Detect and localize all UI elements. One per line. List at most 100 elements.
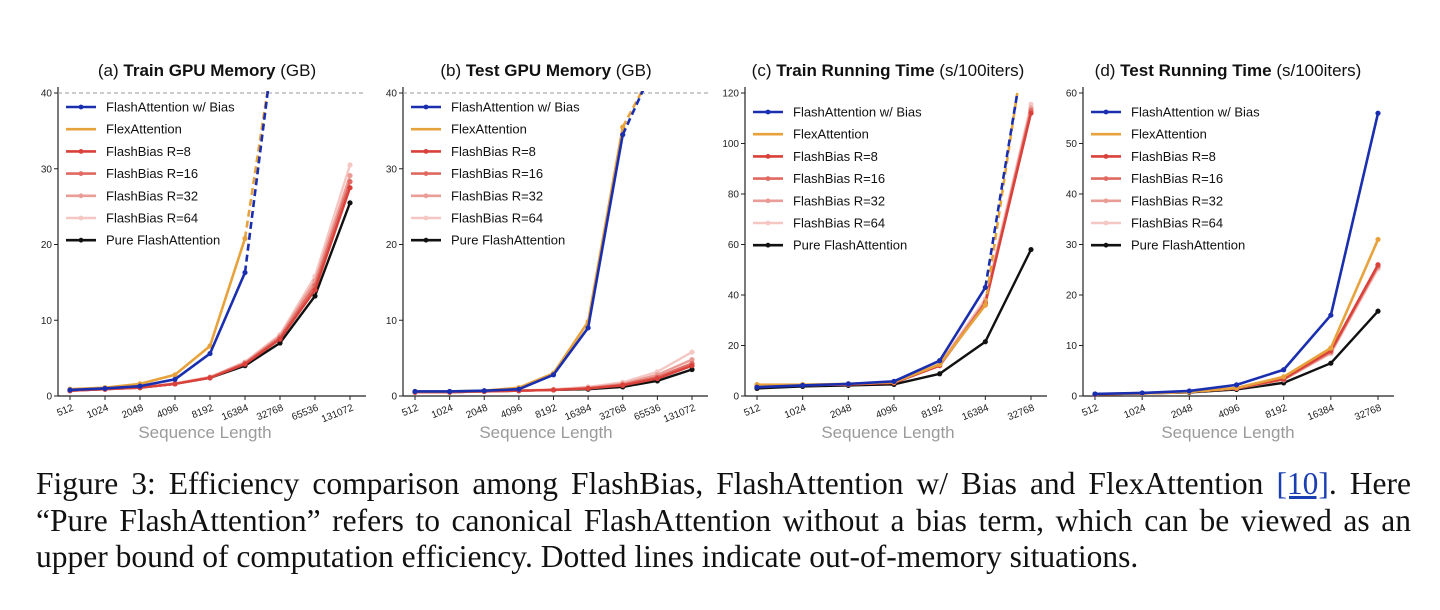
series-point-6 bbox=[347, 162, 353, 168]
legend-label-4: FlashBias R=16 bbox=[451, 166, 543, 181]
series-point-1 bbox=[982, 284, 988, 291]
y-tick-label: 20 bbox=[386, 240, 398, 251]
figure-caption: Figure 3: Efficiency comparison among Fl… bbox=[36, 466, 1411, 576]
x-tick-label: 2048 bbox=[829, 402, 854, 421]
y-tick-label: 10 bbox=[386, 316, 398, 327]
series-line-2 bbox=[757, 304, 987, 386]
x-tick-label: 32768 bbox=[598, 402, 628, 423]
series-point-1 bbox=[754, 384, 760, 390]
legend-marker-5 bbox=[423, 193, 429, 199]
legend-marker-7 bbox=[1103, 242, 1109, 248]
x-tick-label: 16384 bbox=[220, 402, 250, 423]
legend-marker-5 bbox=[765, 198, 771, 204]
chart-panel-4: (d) Test Running Time (s/100iters) 0 10 20 3… bbox=[1066, 61, 1394, 442]
oom-dashed-line-1 bbox=[243, 91, 270, 273]
series-point-3 bbox=[1028, 110, 1034, 116]
series-point-7 bbox=[1328, 360, 1334, 366]
chart-title: (c) Train Running Time (s/100iters) bbox=[752, 61, 1025, 80]
x-tick-label: 4096 bbox=[155, 402, 180, 421]
x-tick-label: 1024 bbox=[783, 402, 808, 421]
legend-marker-6 bbox=[765, 220, 771, 226]
x-tick-label: 8192 bbox=[920, 402, 945, 421]
citation-link[interactable]: [10] bbox=[1276, 466, 1329, 501]
legend-label-5: FlashBias R=32 bbox=[1131, 193, 1223, 208]
series-point-1 bbox=[937, 358, 943, 364]
legend-label-2: FlexAttention bbox=[106, 122, 182, 137]
series-point-4 bbox=[347, 179, 353, 185]
chart-panel-2: (b) Test GPU Memory (GB) 0 10 20 30 40 512 1024… bbox=[386, 61, 708, 442]
legend-label-3: FlashBias R=8 bbox=[793, 149, 878, 164]
series-point-2 bbox=[937, 361, 943, 368]
y-tick-label: 40 bbox=[386, 89, 398, 100]
caption-period: . bbox=[1328, 466, 1337, 501]
y-tick-label: 20 bbox=[1066, 291, 1078, 302]
legend-marker-7 bbox=[765, 242, 771, 248]
chart-title: (d) Test Running Time (s/100iters) bbox=[1095, 61, 1362, 80]
series-line-7 bbox=[1094, 310, 1379, 396]
series-point-3 bbox=[585, 385, 591, 392]
x-tick-label: 8192 bbox=[190, 402, 215, 421]
legend-marker-1 bbox=[765, 109, 771, 115]
legend-marker-6 bbox=[78, 215, 84, 221]
legend-label-6: FlashBias R=64 bbox=[106, 211, 198, 226]
x-tick-label: 131072 bbox=[662, 402, 697, 425]
legend-label-3: FlashBias R=8 bbox=[106, 144, 191, 159]
x-tick-label: 4096 bbox=[1217, 402, 1242, 421]
series-point-7 bbox=[689, 366, 695, 373]
y-tick-label: 40 bbox=[728, 291, 740, 302]
y-tick-label: 40 bbox=[1066, 190, 1078, 201]
legend-marker-3 bbox=[1103, 154, 1109, 159]
series-point-2 bbox=[982, 302, 988, 308]
series-point-1 bbox=[891, 378, 897, 384]
y-tick-label: 20 bbox=[728, 341, 740, 352]
legend-label-2: FlexAttention bbox=[451, 122, 527, 137]
series-point-3 bbox=[689, 363, 695, 369]
series-line-1 bbox=[69, 272, 247, 392]
chart-title-panel: (d) bbox=[1095, 61, 1121, 80]
chart-title-bold: Train GPU Memory bbox=[123, 61, 276, 80]
series-line-5 bbox=[69, 175, 352, 392]
y-tick-label: 60 bbox=[1066, 89, 1078, 100]
plot-area bbox=[1092, 110, 1381, 398]
y-tick-label: 0 bbox=[46, 392, 52, 403]
series-point-1 bbox=[620, 132, 626, 138]
x-tick-label: 2048 bbox=[465, 402, 490, 421]
legend-label-4: FlashBias R=16 bbox=[793, 171, 885, 186]
legend-label-7: Pure FlashAttention bbox=[451, 233, 565, 248]
series-point-7 bbox=[312, 293, 318, 299]
series-point-7 bbox=[937, 371, 943, 377]
x-tick-label: 32768 bbox=[255, 402, 285, 423]
y-tick-label: 120 bbox=[722, 89, 739, 100]
x-tick-label: 1024 bbox=[1123, 402, 1148, 421]
legend-marker-4 bbox=[765, 176, 771, 182]
x-tick-label: 512 bbox=[743, 402, 763, 419]
series-point-3 bbox=[347, 185, 353, 191]
series-line-6 bbox=[1094, 268, 1380, 396]
series-point-7 bbox=[347, 200, 353, 206]
y-tick-label: 10 bbox=[1066, 341, 1078, 352]
x-tick-label: 8192 bbox=[1264, 402, 1289, 421]
x-tick-label: 16384 bbox=[1306, 402, 1336, 423]
legend-label-5: FlashBias R=32 bbox=[451, 188, 543, 203]
series-point-3 bbox=[277, 336, 283, 342]
oom-dashed-line-2 bbox=[984, 92, 1019, 306]
series-point-1 bbox=[1186, 388, 1192, 394]
plot-area bbox=[754, 92, 1034, 392]
legend-label-7: Pure FlashAttention bbox=[1131, 238, 1245, 253]
series-point-1 bbox=[1375, 110, 1381, 116]
series-point-1 bbox=[67, 387, 73, 393]
plot-area bbox=[67, 91, 353, 394]
x-tick-label: 65536 bbox=[633, 402, 663, 423]
x-tick-label: 4096 bbox=[874, 402, 899, 421]
legend-marker-4 bbox=[78, 171, 84, 177]
x-axis-label: Sequence Length bbox=[821, 423, 954, 442]
chart-title-bold: Test Running Time bbox=[1120, 61, 1271, 80]
series-point-1 bbox=[481, 388, 487, 394]
plot-area bbox=[412, 91, 695, 395]
series-point-2 bbox=[242, 235, 248, 242]
chart-title-unit: (GB) bbox=[276, 61, 317, 80]
legend-label-2: FlexAttention bbox=[1131, 127, 1207, 142]
legend-marker-4 bbox=[423, 171, 429, 177]
series-point-2 bbox=[172, 372, 178, 378]
series-point-1 bbox=[1281, 367, 1287, 373]
